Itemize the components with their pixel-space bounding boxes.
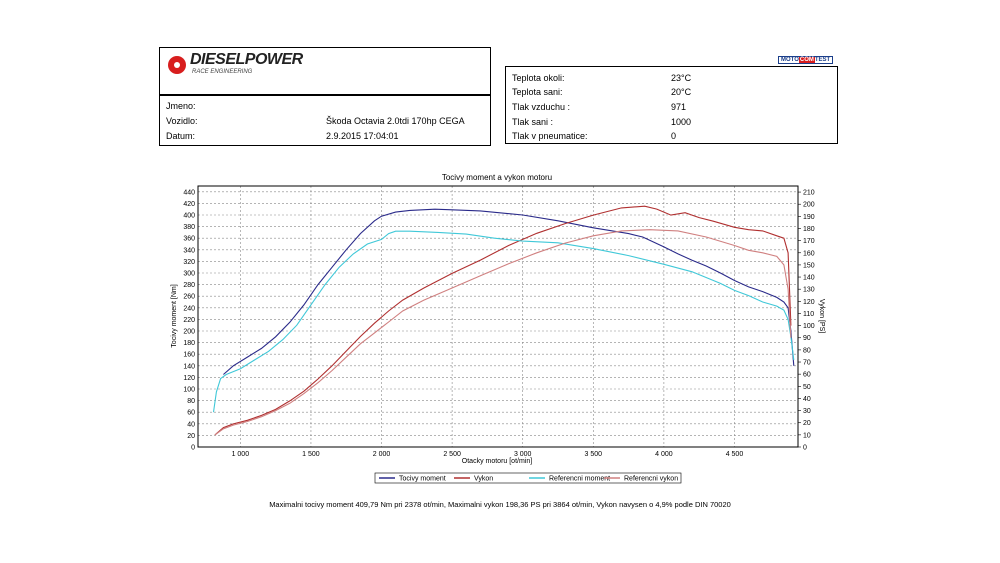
series-line-2 <box>212 230 795 413</box>
y-tick-label: 360 <box>183 236 195 243</box>
y2-tick-label: 100 <box>803 323 815 330</box>
y2-tick-label: 70 <box>803 360 811 367</box>
y2-tick-label: 190 <box>803 214 815 221</box>
y-tick-label: 100 <box>183 387 195 394</box>
y2-tick-label: 20 <box>803 420 811 427</box>
legend-label-0: Tocivy moment <box>399 476 446 483</box>
y2-tick-label: 60 <box>803 372 811 379</box>
dieselpower-logo-icon <box>168 56 186 74</box>
y-tick-label: 120 <box>183 375 195 382</box>
y2-tick-label: 140 <box>803 275 815 282</box>
y2-tick-label: 160 <box>803 250 815 257</box>
cond-label-teplota-sani: Teplota sani: <box>512 87 563 97</box>
y-tick-label: 220 <box>183 317 195 324</box>
series-line-1 <box>214 205 792 436</box>
chart-grid <box>198 186 798 448</box>
y-tick-label: 440 <box>183 189 195 196</box>
dyno-chart: Tocivy moment a vykon motoru 0 20 40 60 80 10… <box>171 173 825 484</box>
cond-value-teplota-okoli: 23°C <box>671 73 692 83</box>
cond-label-tlak-vzduchu: Tlak vzduchu : <box>512 102 571 112</box>
y-tick-label: 40 <box>187 421 195 428</box>
y-tick-label: 420 <box>183 201 195 208</box>
plot-frame <box>197 185 799 448</box>
y-tick-label: 240 <box>183 305 195 312</box>
vozidlo-label: Vozidlo: <box>166 116 198 126</box>
chart-series <box>212 205 795 436</box>
series-line-0 <box>223 208 795 375</box>
y2-tick-label: 40 <box>803 396 811 403</box>
y-tick-label: 60 <box>187 410 195 417</box>
cond-value-tlak-pneumatice: 0 <box>671 131 677 141</box>
y-tick-label: 340 <box>183 247 195 254</box>
chart-axes: 0204060801001201401601802002202402602803… <box>183 189 814 458</box>
y-tick-label: 260 <box>183 294 195 301</box>
y2-tick-label: 180 <box>803 226 815 233</box>
y2-tick-label: 10 <box>803 432 811 439</box>
chart-title: Tocivy moment a vykon motoru <box>442 173 552 182</box>
y-tick-label: 0 <box>191 445 195 452</box>
y-tick-label: 160 <box>183 352 195 359</box>
jmeno-label: Jmeno: <box>166 101 196 111</box>
y2-tick-label: 50 <box>803 384 811 391</box>
y-tick-label: 320 <box>183 259 195 266</box>
x-axis-label: Otacky motoru [ot/min] <box>462 458 532 465</box>
x-tick-label: 1 000 <box>232 451 250 458</box>
x-tick-label: 3 000 <box>514 451 532 458</box>
cond-value-tlak-vzduchu: 971 <box>671 102 687 112</box>
cond-value-tlak-sani: 1000 <box>671 117 692 127</box>
cond-label-tlak-pneumatice: Tlak v pneumatice: <box>512 131 588 141</box>
y-tick-label: 280 <box>183 282 195 289</box>
x-tick-label: 4 000 <box>655 451 673 458</box>
vehicle-info-box: Jmeno: Vozidlo: Škoda Octavia 2.0tdi 170… <box>159 95 491 146</box>
y2-tick-label: 80 <box>803 347 811 354</box>
x-tick-label: 4 500 <box>726 451 744 458</box>
cond-value-teplota-sani: 20°C <box>671 87 692 97</box>
x-tick-label: 1 500 <box>302 451 320 458</box>
y2-tick-label: 130 <box>803 287 815 294</box>
badge-right: TEST <box>814 57 831 63</box>
logo-subtitle: RACE ENGINEERING <box>192 69 253 75</box>
legend-label-3: Referencni vykon <box>624 476 678 483</box>
y-tick-label: 180 <box>183 340 195 347</box>
y-axis-label: Tocivy moment [Nm] <box>171 284 178 347</box>
cond-label-teplota-okoli: Teplota okoli: <box>512 73 565 83</box>
chart-legend: Tocivy moment Vykon Referencni moment Refer… <box>374 472 682 484</box>
logo-box: DIESELPOWER RACE ENGINEERING <box>159 47 491 95</box>
vozidlo-value: Škoda Octavia 2.0tdi 170hp CEGA <box>326 116 465 126</box>
y2-tick-label: 210 <box>803 190 815 197</box>
legend-label-1: Vykon <box>474 476 493 483</box>
x-tick-label: 2 000 <box>373 451 391 458</box>
x-tick-label: 2 500 <box>443 451 461 458</box>
y-tick-label: 140 <box>183 363 195 370</box>
y2-tick-label: 90 <box>803 335 811 342</box>
legend-frame <box>374 472 682 484</box>
y2-tick-label: 200 <box>803 202 815 209</box>
badge-mid: COM <box>798 57 815 63</box>
legend-label-2: Referencni moment <box>549 476 610 483</box>
badge-left: MOTO <box>781 57 799 63</box>
series-line-3 <box>214 229 792 436</box>
cond-label-tlak-sani: Tlak sani : <box>512 117 554 127</box>
y2-tick-label: 150 <box>803 262 815 269</box>
conditions-box: Teplota okoli: 23°C Teplota sani: 20°C T… <box>505 66 838 144</box>
y2-tick-label: 120 <box>803 299 815 306</box>
y2-tick-label: 0 <box>803 445 807 452</box>
y2-tick-label: 30 <box>803 408 811 415</box>
logo-text: DIESELPOWER <box>190 51 303 68</box>
y-tick-label: 300 <box>183 271 195 278</box>
y-tick-label: 400 <box>183 213 195 220</box>
summary-footer: Maximalni tocivy moment 409,79 Nm pri 23… <box>269 500 731 509</box>
y2-axis-label: Vykon [PS] <box>818 299 825 333</box>
datum-label: Datum: <box>166 131 196 141</box>
y-tick-label: 200 <box>183 329 195 336</box>
datum-value: 2.9.2015 17:04:01 <box>326 131 399 141</box>
x-tick-label: 3 500 <box>585 451 603 458</box>
motocomtest-badge: MOTOCOMTEST <box>778 56 834 64</box>
y-tick-label: 20 <box>187 433 195 440</box>
y-tick-label: 80 <box>187 398 195 405</box>
y-tick-label: 380 <box>183 224 195 231</box>
y2-tick-label: 110 <box>803 311 814 318</box>
y2-tick-label: 170 <box>803 238 815 245</box>
